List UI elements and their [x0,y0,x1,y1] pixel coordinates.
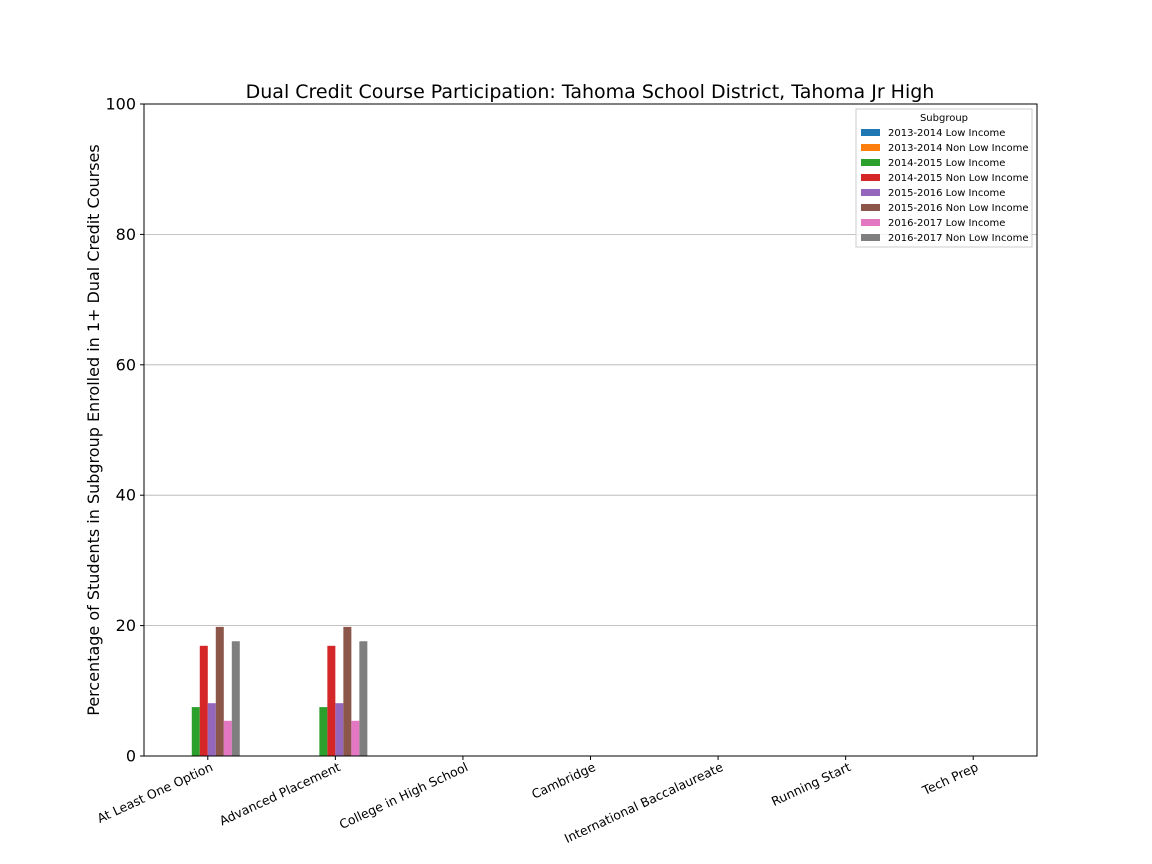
legend: Subgroup 2013-2014 Low Income 2013-2014 N… [855,108,1033,248]
legend-items: 2013-2014 Low Income 2013-2014 Non Low In… [861,128,1028,244]
bar [343,626,352,756]
bar [335,703,344,756]
legend-label: 2016-2017 Non Low Income [888,233,1028,244]
legend-swatch [861,234,880,241]
legend-label: 2015-2016 Low Income [888,188,1005,199]
y-tick-label: 20 [116,616,136,635]
legend-label: 2014-2015 Low Income [888,158,1005,169]
x-tick-label: At Least One Option [95,759,215,826]
legend-swatch [861,129,880,136]
bars [191,626,368,756]
bar [351,720,360,756]
legend-label: 2014-2015 Non Low Income [888,173,1028,184]
y-axis: 0 20 40 60 80 100 [105,95,144,766]
bar [207,703,216,756]
legend-swatch [861,219,880,226]
legend-swatch [861,159,880,166]
bar [231,641,240,756]
x-axis: At Least One Option Advanced PlacementCol… [95,756,981,846]
bar [215,626,224,756]
x-tick-label: Cambridge [529,759,598,802]
bar [223,720,232,756]
legend-label: 2015-2016 Non Low Income [888,203,1028,214]
y-tick-label: 100 [105,95,136,114]
y-tick-label: 40 [116,486,136,505]
legend-swatch [861,174,880,181]
bar [199,645,208,756]
y-tick-label: 60 [116,355,136,374]
bar [327,645,336,756]
x-tick-label: Tech Prep [919,759,980,798]
x-tick-label: Running Start [769,759,853,809]
legend-label: 2013-2014 Non Low Income [888,143,1028,154]
gridlines [144,233,1037,626]
bar [191,707,200,756]
y-tick-label: 0 [126,747,136,766]
legend-swatch [861,204,880,211]
legend-label: 2016-2017 Low Income [888,218,1005,229]
y-tick-label: 80 [116,225,136,244]
x-tick-label: College in High School [337,759,470,832]
x-tick-label: Advanced Placement [217,759,343,828]
legend-swatch [861,189,880,196]
legend-label: 2013-2014 Low Income [888,128,1005,139]
legend-title: Subgroup [920,113,968,124]
legend-swatch [861,144,880,151]
legend-box [855,108,1033,248]
chart-title: Dual Credit Course Participation: Tahoma… [246,81,935,103]
bar [319,707,328,756]
y-axis-label: Percentage of Students in Subgroup Enrol… [84,144,103,715]
bar [359,641,368,756]
